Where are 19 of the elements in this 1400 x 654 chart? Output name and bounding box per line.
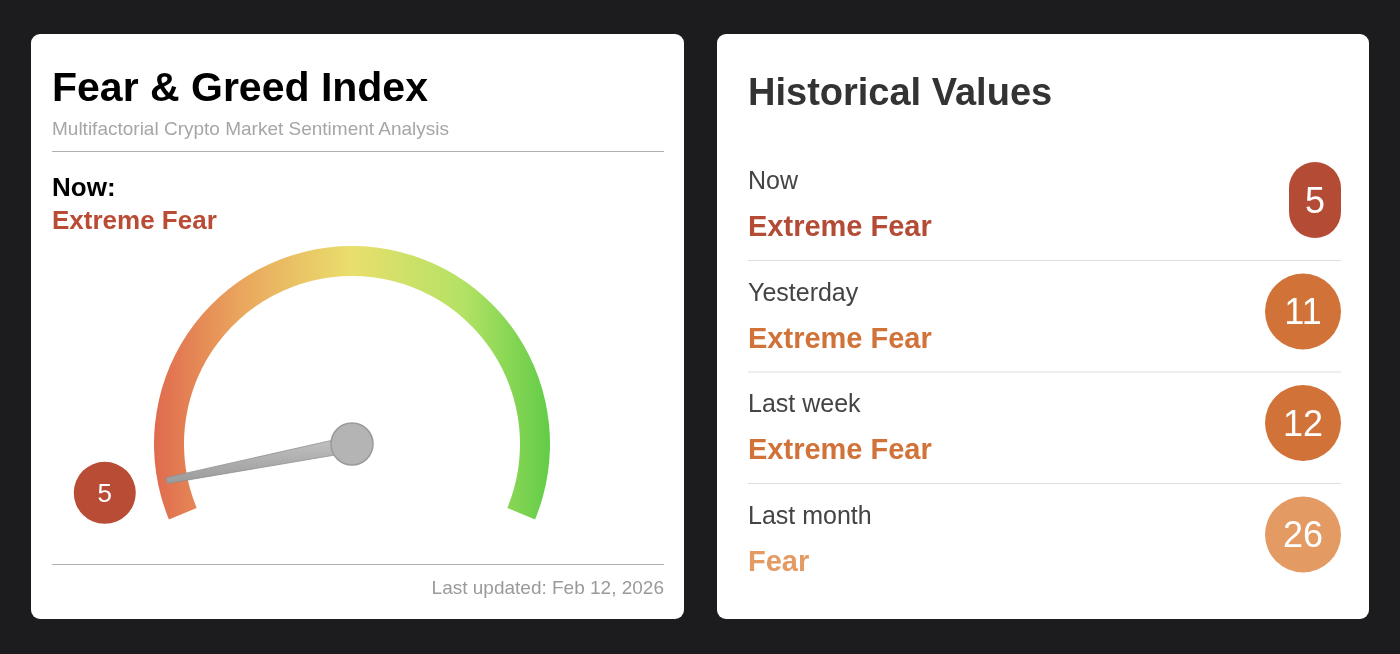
text: Historical Values bbox=[748, 71, 1053, 113]
text: Fear bbox=[748, 544, 810, 577]
text: Multifactorial Crypto Market Sentiment Analysis bbox=[52, 118, 450, 139]
data-label: 5 bbox=[1304, 179, 1326, 221]
text: Extreme Fear bbox=[748, 321, 932, 354]
category-label: Yesterday bbox=[748, 277, 859, 306]
text: Now: bbox=[52, 172, 116, 202]
text: Fear & Greed Index bbox=[52, 64, 429, 110]
data-label: 12 bbox=[1282, 402, 1324, 444]
data-label: 26 bbox=[1282, 514, 1324, 555]
text: Extreme Fear bbox=[748, 433, 932, 465]
data-label: 11 bbox=[1284, 291, 1322, 332]
category-label: Now bbox=[748, 166, 799, 194]
text: Extreme Fear bbox=[748, 210, 932, 242]
category-label: Extreme Fear bbox=[52, 205, 217, 235]
text: Last updated: Feb 12, 2026 bbox=[431, 577, 664, 598]
category-label: Last week bbox=[748, 389, 862, 417]
category-label: Last month bbox=[748, 500, 872, 529]
data-label: 5 bbox=[97, 477, 112, 508]
